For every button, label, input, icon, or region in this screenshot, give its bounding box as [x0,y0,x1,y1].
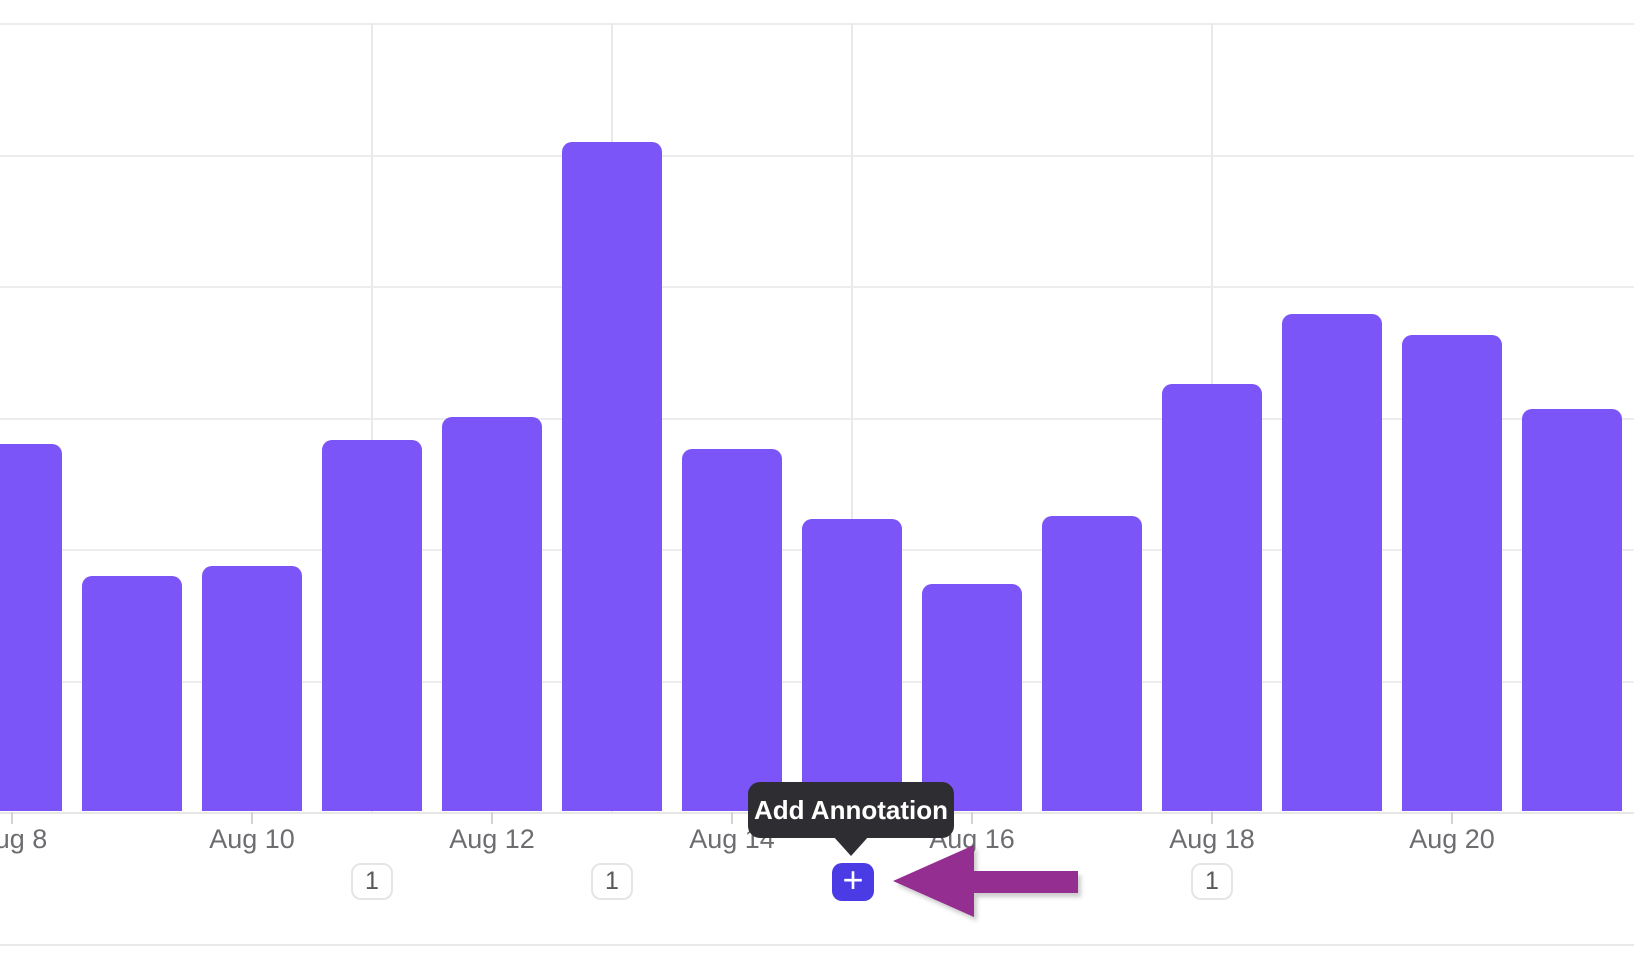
add-annotation-tooltip: Add Annotation [748,782,954,838]
chart-bar-aug-17[interactable] [1042,516,1142,811]
x-tick [251,812,253,824]
add-annotation-tooltip-label: Add Annotation [754,794,948,825]
annotation-count-badge-aug-18[interactable]: 1 [1191,863,1233,900]
x-axis-label: Aug 12 [449,824,535,854]
gridline [0,23,1634,25]
chart-bar-aug-12[interactable] [442,416,542,811]
x-axis-label: Aug 10 [209,824,295,854]
tooltip-pointer [833,836,869,856]
chart-bar-aug-13[interactable] [562,141,662,811]
x-axis-label: Aug 8 [0,824,48,854]
gridline [0,286,1634,288]
gridline [0,417,1634,420]
x-tick [971,812,973,824]
annotation-count-badge-aug-11[interactable]: 1 [351,863,393,900]
chart-bar-aug-15[interactable] [802,519,902,811]
chart-bar-aug-20[interactable] [1402,334,1502,811]
chart-bar-aug-19[interactable] [1282,313,1382,811]
x-tick [1211,812,1213,824]
gridline [0,154,1634,157]
section-divider [0,944,1634,946]
x-tick [491,812,493,824]
chart-bar-aug-18[interactable] [1162,383,1262,811]
pointer-arrow-icon [893,845,1078,917]
marker-line-aug-11 [371,23,373,812]
marker-line-aug-15 [851,23,853,812]
x-axis-label: Aug 20 [1409,824,1495,854]
chart-bar-aug-14[interactable] [682,449,782,811]
x-tick [11,812,13,824]
x-tick [731,812,733,824]
chart-bar-aug-16[interactable] [922,583,1022,811]
chart-bar-aug-21[interactable] [1522,408,1622,811]
add-annotation-button[interactable]: + [832,862,874,901]
chart-bar-aug-8[interactable] [0,444,62,811]
chart-bar-aug-9[interactable] [82,575,182,811]
chart-bar-aug-11[interactable] [322,440,422,811]
chart-bar-aug-10[interactable] [202,566,302,811]
x-axis-label: Aug 18 [1169,824,1255,854]
x-tick [1451,812,1453,824]
annotation-count-badge-aug-13[interactable]: 1 [591,863,633,900]
